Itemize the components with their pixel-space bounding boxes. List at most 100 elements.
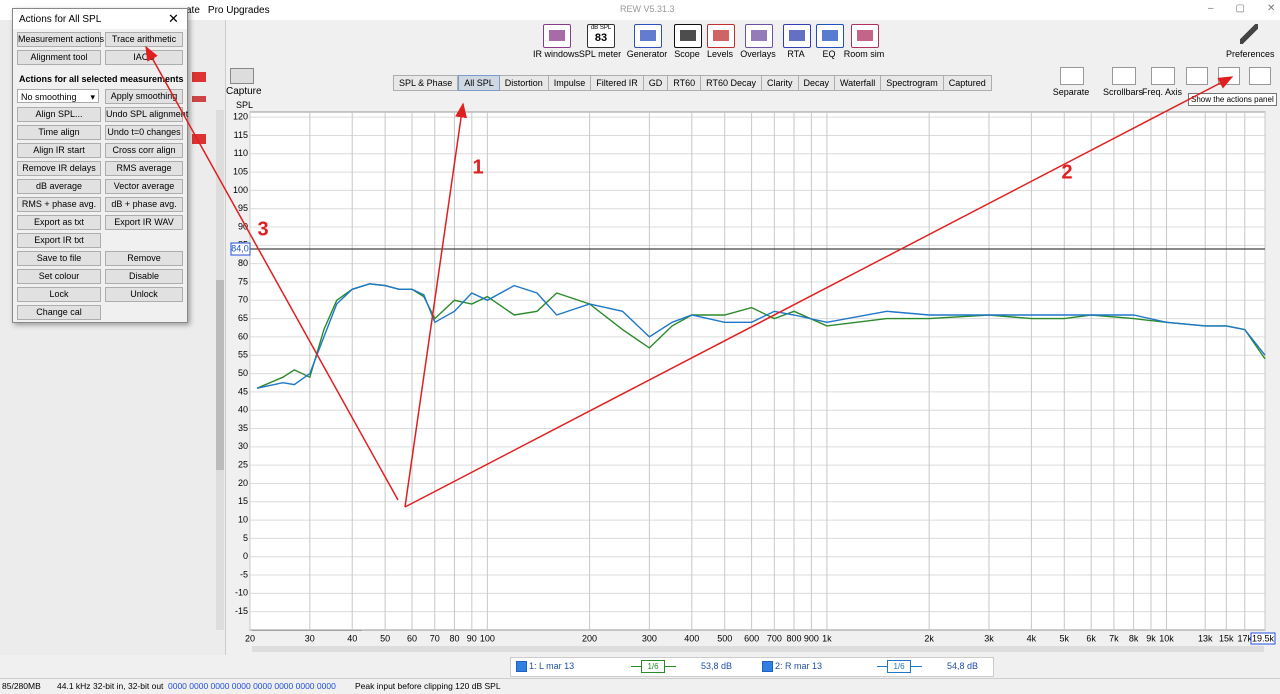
menu-item[interactable]: ate — [186, 5, 200, 16]
panel-button[interactable]: Export as txt — [17, 215, 101, 230]
icon-glyph — [857, 30, 873, 41]
panel-close[interactable]: ✕ — [168, 11, 179, 26]
cursor-label: 84,0 — [231, 243, 249, 253]
icon-text: dB SPL — [590, 25, 612, 31]
panel-button[interactable]: Change cal — [17, 305, 101, 320]
x-tick-label: 10k — [1159, 633, 1174, 643]
panel-button[interactable]: Time align — [17, 125, 101, 140]
toolbar-icon[interactable] — [543, 24, 571, 48]
x-tick-label: 5k — [1060, 633, 1070, 643]
toolbar-label[interactable]: SPL meter — [578, 49, 622, 59]
icon-glyph — [549, 30, 565, 41]
x-tick-label: 300 — [642, 633, 657, 643]
toolbar-label[interactable]: Levels — [706, 49, 733, 59]
plot-area — [249, 111, 1266, 631]
x-tick-label: 600 — [744, 633, 759, 643]
legend-bar: 1: L mar 13 1/6 53,8 dB 2: R mar 13 1/6 54,8 … — [510, 657, 994, 677]
panel-button[interactable]: Remove — [105, 251, 183, 266]
panel-button[interactable]: Disable — [105, 269, 183, 284]
panel-button[interactable]: Cross corr align — [105, 143, 183, 158]
toolbar-icon[interactable] — [783, 24, 811, 48]
panel-button[interactable]: Export IR txt — [17, 233, 101, 248]
panel-button[interactable]: Save to file — [17, 251, 101, 266]
legend-smoothing[interactable]: 1/6 — [641, 660, 665, 673]
y-tick-label: 10 — [238, 514, 248, 524]
panel-button[interactable]: RMS average — [105, 161, 183, 176]
icon-glyph — [713, 30, 729, 41]
horizontal-scrollbar[interactable] — [252, 646, 1264, 652]
preferences-label[interactable]: Preferences — [1226, 49, 1275, 59]
y-tick-label: 75 — [238, 276, 248, 286]
panel-button[interactable]: Measurement actions — [17, 32, 104, 47]
panel-button[interactable]: dB average — [17, 179, 101, 194]
panel-button[interactable]: Undo SPL alignment — [105, 107, 188, 122]
panel-button[interactable]: RMS + phase avg. — [17, 197, 101, 212]
toolbar-icon[interactable] — [707, 24, 735, 48]
y-tick-label: 65 — [238, 313, 248, 323]
panel-button[interactable]: Export IR WAV — [105, 215, 183, 230]
x-tick-label: 700 — [767, 633, 782, 643]
toolbar-label[interactable]: IR windows — [532, 49, 579, 59]
y-tick-label: -15 — [235, 606, 248, 616]
icon-glyph — [640, 30, 656, 41]
panel-title-bar — [13, 9, 187, 29]
y-tick-label: 25 — [238, 460, 248, 470]
graph: -15 -10 -5 0 5 10 15 20 25 30 35 40 45 50 55 60 65 70 75 80… — [230, 111, 1276, 645]
status-item: 85/280MB — [2, 681, 41, 691]
smoothing-dropdown[interactable]: No smoothing ▾ — [17, 89, 99, 103]
toolbar-label[interactable]: Scope — [674, 49, 700, 59]
icon-text: 83 — [594, 32, 608, 44]
panel-button[interactable]: Remove IR delays — [17, 161, 101, 176]
panel-button[interactable]: Lock — [17, 287, 101, 302]
x-tick-label: 70 — [430, 633, 440, 643]
graph-button-icon[interactable] — [1249, 67, 1271, 85]
y-tick-label: 105 — [233, 166, 248, 176]
panel-button[interactable]: Undo t=0 changes — [105, 125, 183, 140]
toolbar-label[interactable]: Generator — [626, 49, 668, 59]
x-tick-label: 6k — [1086, 633, 1096, 643]
x-tick-label: 800 — [787, 633, 802, 643]
toolbar-icon[interactable] — [745, 24, 773, 48]
toolbar-label[interactable]: Overlays — [740, 49, 776, 59]
toolbar-label[interactable]: Room sim — [843, 49, 885, 59]
status-item: Peak input before clipping 120 dB SPL — [355, 681, 501, 691]
window-controls[interactable]: –▢✕ — [1208, 3, 1275, 14]
panel-button[interactable]: dB + phase avg. — [105, 197, 183, 212]
legend-name[interactable]: 2: R mar 13 — [775, 661, 823, 671]
toolbar-icon[interactable] — [674, 24, 702, 48]
x-tick-label: 1k — [822, 633, 832, 643]
panel-button[interactable]: Set colour — [17, 269, 101, 284]
preferences-icon[interactable] — [1240, 24, 1258, 44]
x-tick-label: 80 — [449, 633, 459, 643]
icon-glyph — [751, 30, 767, 41]
panel-button[interactable]: Apply smoothing — [105, 89, 183, 104]
y-tick-label: -5 — [240, 569, 248, 579]
x-tick-label: 20 — [245, 633, 255, 643]
y-tick-label: 95 — [238, 203, 248, 213]
status-item: 44.1 kHz — [57, 681, 91, 691]
panel-button[interactable]: Align SPL... — [17, 107, 101, 122]
panel-section-title: Actions for all selected measurements — [19, 74, 184, 84]
panel-button[interactable]: Unlock — [105, 287, 183, 302]
x-tick-label: 100 — [480, 633, 495, 643]
legend-checkbox[interactable] — [516, 661, 527, 672]
toolbar-icon[interactable] — [851, 24, 879, 48]
toolbar-label[interactable]: EQ — [822, 49, 836, 59]
legend-checkbox[interactable] — [762, 661, 773, 672]
x-tick-label: 13k — [1198, 633, 1213, 643]
toolbar-icon[interactable] — [816, 24, 844, 48]
toolbar-label[interactable]: RTA — [787, 49, 805, 59]
panel-button[interactable]: Align IR start — [17, 143, 101, 158]
panel-button[interactable]: Trace arithmetic — [105, 32, 183, 47]
legend-smoothing[interactable]: 1/6 — [887, 660, 911, 673]
legend-name[interactable]: 1: L mar 13 — [529, 661, 575, 671]
panel-button[interactable]: Alignment tool — [17, 50, 101, 65]
toolbar-icon[interactable] — [634, 24, 662, 48]
toolbar-icon[interactable]: dB SPL 83 — [587, 24, 615, 48]
panel-button[interactable]: Vector average — [105, 179, 183, 194]
menu-item[interactable]: Pro Upgrades — [207, 5, 270, 16]
panel-button[interactable]: IACC — [105, 50, 183, 65]
status-bar: 85/280MB 44.1 kHz 32-bit in, 32-bit out 000… — [0, 678, 1280, 694]
x-tick-label: 500 — [717, 633, 732, 643]
y-tick-label: 0 — [243, 551, 248, 561]
